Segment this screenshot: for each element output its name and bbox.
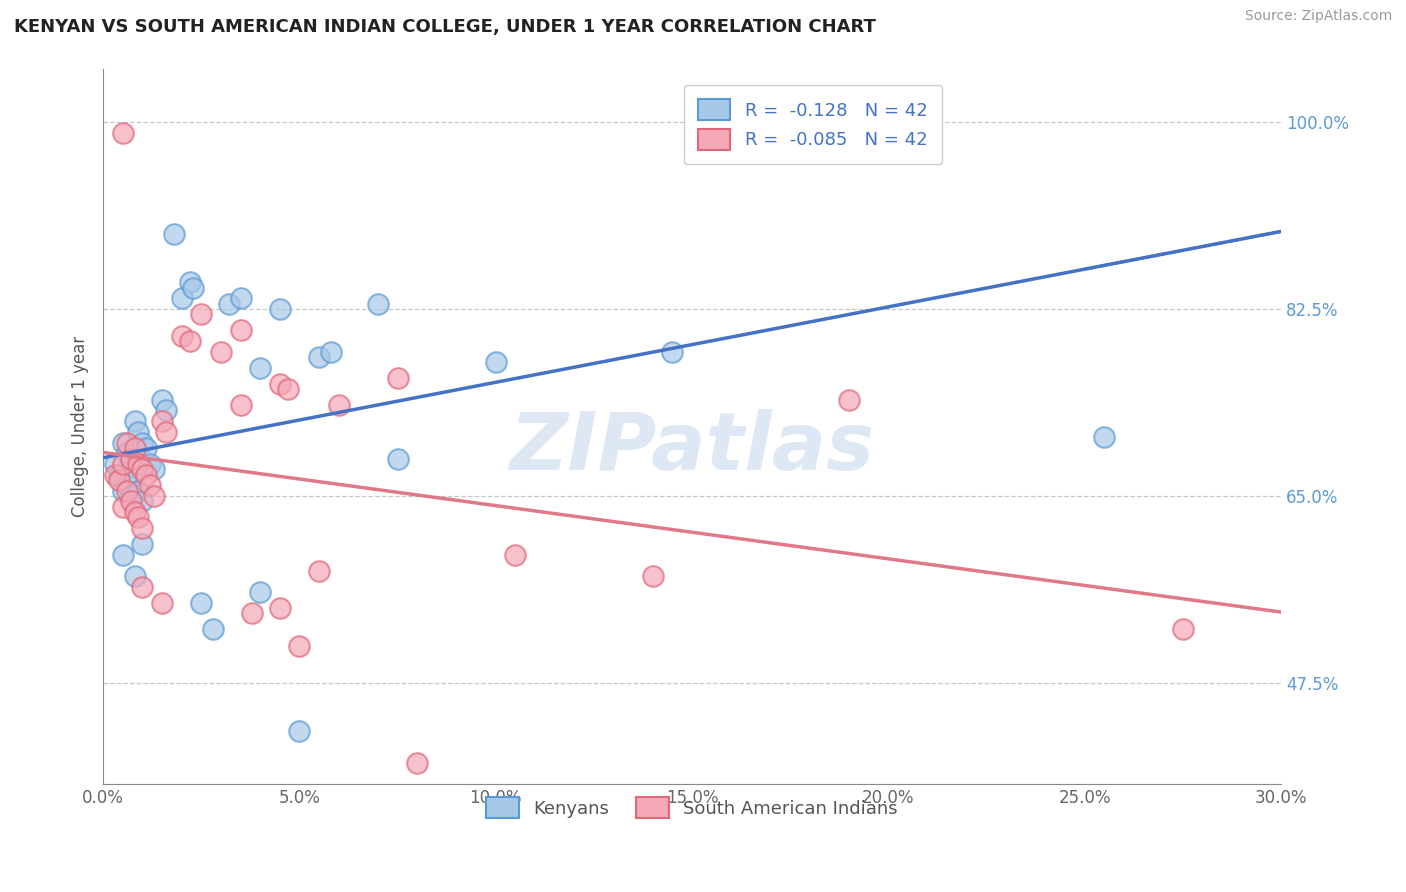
Point [229,323,252,337]
Point [229,398,252,412]
Point [150,596,173,610]
Point [127,510,149,524]
Point [131,494,153,508]
Point [387,371,409,385]
Point [115,435,138,450]
Legend: Kenyans, South American Indians: Kenyans, South American Indians [479,790,905,825]
Point [135,467,157,482]
Point [120,489,142,503]
Point [505,548,527,562]
Point [139,478,162,492]
Point [131,462,153,476]
Point [838,392,860,407]
Text: ZIPatlas: ZIPatlas [509,409,875,487]
Point [170,328,193,343]
Point [367,296,389,310]
Point [328,398,350,412]
Point [641,569,664,583]
Point [139,457,162,471]
Point [111,435,134,450]
Point [218,296,240,310]
Point [163,227,186,241]
Point [661,344,683,359]
Point [143,462,166,476]
Point [150,392,173,407]
Point [269,601,291,615]
Point [124,467,146,482]
Point [406,756,429,770]
Point [127,457,149,471]
Point [269,376,291,391]
Point [120,494,142,508]
Point [209,344,232,359]
Point [1092,430,1115,444]
Point [127,483,149,498]
Point [111,457,134,471]
Point [288,724,311,739]
Point [124,569,146,583]
Point [155,403,177,417]
Point [131,435,153,450]
Point [108,467,131,482]
Point [131,537,153,551]
Point [1171,623,1194,637]
Point [308,564,330,578]
Point [179,334,201,348]
Point [229,291,252,305]
Point [249,585,271,599]
Point [387,451,409,466]
Point [127,425,149,439]
Point [190,307,212,321]
Point [111,548,134,562]
Point [115,483,138,498]
Point [249,360,271,375]
Point [202,623,225,637]
Point [170,291,193,305]
Point [111,483,134,498]
Point [115,446,138,460]
Point [124,441,146,455]
Point [108,473,131,487]
Point [897,115,920,129]
Point [277,382,299,396]
Point [115,478,138,492]
Point [131,580,153,594]
Point [143,489,166,503]
Text: KENYAN VS SOUTH AMERICAN INDIAN COLLEGE, UNDER 1 YEAR CORRELATION CHART: KENYAN VS SOUTH AMERICAN INDIAN COLLEGE,… [14,18,876,36]
Point [104,467,127,482]
Point [190,596,212,610]
Point [124,505,146,519]
Point [124,414,146,428]
Point [111,126,134,140]
Point [155,425,177,439]
Point [150,414,173,428]
Point [120,451,142,466]
Text: Source: ZipAtlas.com: Source: ZipAtlas.com [1244,9,1392,23]
Point [485,355,508,369]
Y-axis label: College, Under 1 year: College, Under 1 year [72,336,89,517]
Point [135,441,157,455]
Point [111,500,134,514]
Point [240,607,263,621]
Point [131,521,153,535]
Point [179,275,201,289]
Point [269,301,291,316]
Point [288,639,311,653]
Point [120,451,142,466]
Point [319,344,342,359]
Point [183,280,205,294]
Point [104,457,127,471]
Point [308,350,330,364]
